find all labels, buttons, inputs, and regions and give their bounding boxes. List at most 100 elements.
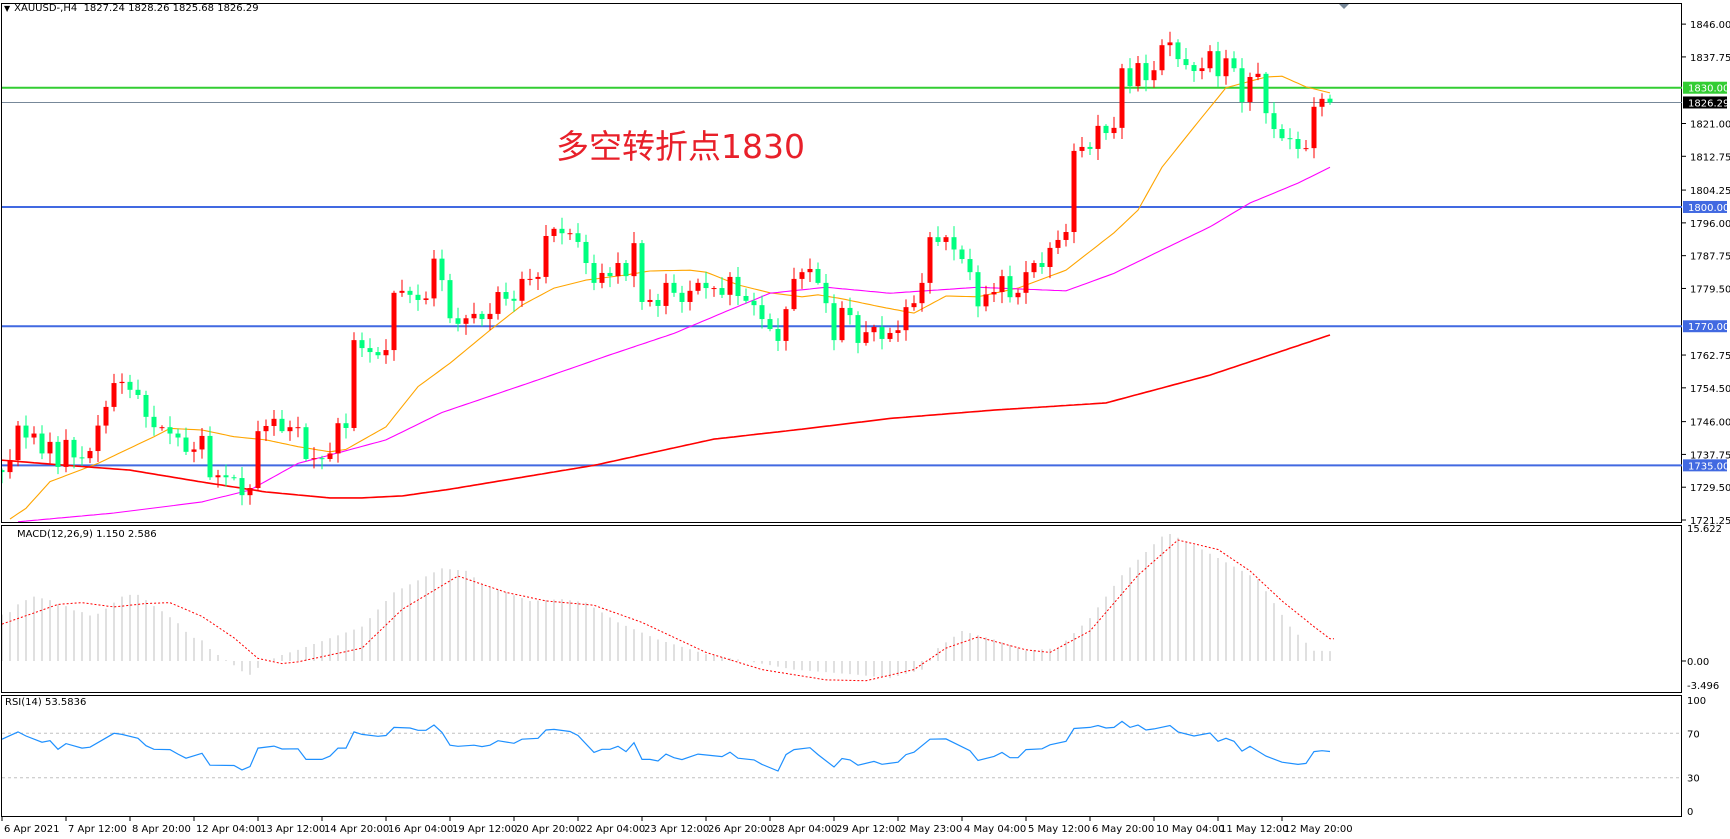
candle [375,347,381,359]
candle-body [1183,59,1189,66]
candle-body [959,249,965,260]
candle [15,421,21,467]
candle [711,286,717,297]
candle [463,314,469,335]
candle-body [407,290,413,295]
candle-body [527,278,533,280]
candle [799,268,805,289]
candle [1175,39,1181,68]
candle [1287,128,1293,150]
candle [999,269,1005,304]
candle [1055,230,1061,254]
candle [1127,58,1133,94]
candle [807,258,813,283]
candle [535,272,541,291]
candle-body [1319,98,1325,107]
time-axis-label: 12 May 20:00 [1284,824,1353,835]
candle [551,227,557,243]
candle [511,290,517,312]
candle-body [1031,263,1037,273]
candle [1239,58,1245,113]
candle [775,318,781,352]
level-price-tag [1683,200,1727,213]
time-axis-label: 5 May 12:00 [1028,824,1090,835]
candle-body [183,437,189,452]
candle-body [1295,138,1301,149]
candle-body [815,268,821,283]
candle-body [495,292,501,314]
candle-body [79,457,85,459]
candle [31,426,37,445]
candle [399,279,405,297]
candle [1207,45,1213,73]
candle [735,267,741,306]
candle-body [1015,292,1021,298]
time-axis-label: 29 Apr 12:00 [836,824,901,835]
chart-shift-marker-icon[interactable] [1339,4,1349,9]
candle [1087,142,1093,156]
candle-body [943,237,949,242]
candle-body [399,290,405,293]
candle-body [31,433,37,438]
candle [687,280,693,311]
axes: 1846.00 1837.75 1821.00 1812.75 1804.25 1796.… [1,20,1730,835]
rsi-axis-label: 30 [1687,774,1700,785]
candle-body [1191,65,1197,72]
rsi-pane [2,720,1682,779]
candle-body [583,241,589,264]
candle-body [1167,42,1173,46]
candle-body [319,458,325,460]
candle [863,321,869,346]
candle-body [503,292,509,299]
candle [519,271,525,307]
candle [71,437,77,469]
candle [7,449,13,479]
candle [231,474,237,481]
candle-body [1239,68,1245,103]
candle [2,468,5,484]
candle [1199,57,1205,80]
time-axis-label: 4 May 04:00 [964,824,1026,835]
candle [319,455,325,470]
candle [1103,124,1109,140]
rsi-axis-label: 70 [1687,729,1700,740]
time-axis-label: 11 May 12:00 [1220,824,1289,835]
candle [143,390,149,428]
candle-body [639,243,645,302]
candle-body [175,433,181,438]
level-price-tag [1683,320,1727,333]
time-axis-label: 7 Apr 12:00 [68,824,127,835]
candle-body [167,427,173,434]
chart-annotation-text[interactable]: 多空转折点1830 [556,127,805,166]
collapse-triangle-icon[interactable]: ▼ [4,4,11,13]
candle-body [1143,63,1149,81]
candle [751,292,757,316]
candle [903,299,909,341]
candle-body [927,237,933,283]
candle-body [1127,68,1133,87]
candle [167,416,173,445]
candle [63,429,69,473]
candle [567,228,573,241]
candle-body [783,309,789,341]
rsi-pane-frame [1,695,1682,817]
candle [295,416,301,438]
candle-body [447,280,453,319]
candle-body [559,228,565,234]
price-axis-label: 1721.25 [1690,516,1730,527]
macd-indicator-label: MACD(12,26,9) 1.150 2.586 [17,529,157,540]
candle-body [1087,146,1093,149]
time-axis-label: 6 Apr 2021 [4,824,59,835]
candle [151,405,157,436]
time-axis-label: 19 Apr 12:00 [452,824,517,835]
candle-body [615,263,621,277]
candle-body [1279,129,1285,139]
candle-body [359,340,365,349]
pane-frames [1,3,1682,817]
price-axis-label: 1746.00 [1690,418,1730,429]
candle [247,484,253,505]
candle-body [1175,42,1181,60]
candle-body [623,263,629,277]
candle-body [367,348,373,353]
